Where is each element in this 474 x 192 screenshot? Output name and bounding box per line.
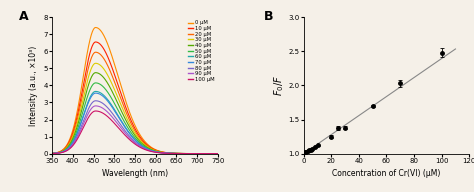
Y-axis label: Intensity (a.u., ×10³): Intensity (a.u., ×10³)	[29, 45, 38, 126]
Text: A: A	[19, 10, 28, 23]
X-axis label: Concentration of Cr(VI) (μM): Concentration of Cr(VI) (μM)	[332, 169, 441, 178]
Text: B: B	[264, 10, 273, 23]
Legend: 0 μM, 10 μM, 20 μM, 30 μM, 40 μM, 50 μM, 60 μM, 70 μM, 80 μM, 90 μM, 100 μM: 0 μM, 10 μM, 20 μM, 30 μM, 40 μM, 50 μM,…	[188, 20, 215, 82]
X-axis label: Wavelength (nm): Wavelength (nm)	[102, 169, 168, 178]
Y-axis label: $F_0/F$: $F_0/F$	[272, 75, 285, 96]
